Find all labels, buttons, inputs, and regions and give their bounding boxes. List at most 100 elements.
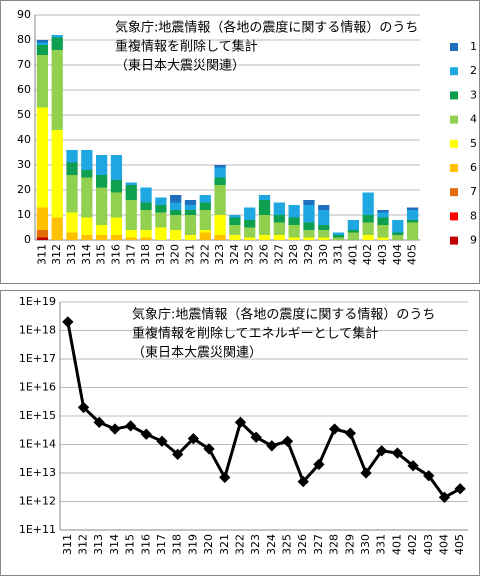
- bar-segment: [199, 232, 211, 240]
- y-tick-label: 70: [17, 58, 31, 71]
- bar-segment: [362, 215, 374, 223]
- bar-segment: [81, 235, 93, 240]
- x-tick-label: 404: [391, 244, 404, 265]
- marker: [360, 467, 372, 479]
- legend-label: 1: [470, 40, 477, 53]
- bar-segment: [318, 205, 330, 210]
- bar-segment: [81, 217, 93, 235]
- legend-swatch: [450, 91, 458, 100]
- bar-segment: [140, 237, 152, 240]
- bar-segment: [377, 210, 389, 213]
- marker: [203, 443, 215, 455]
- bar-segment: [332, 237, 345, 240]
- x-tick-label: 405: [406, 244, 419, 265]
- legend-label: 6: [470, 161, 477, 174]
- bar-segment: [377, 237, 389, 240]
- bar-segment: [184, 235, 197, 240]
- marker: [328, 423, 341, 435]
- bar-segment: [170, 215, 182, 230]
- bar-segment: [140, 230, 152, 238]
- legend-swatch: [450, 236, 458, 245]
- bar-segment: [155, 212, 167, 228]
- marker: [234, 416, 247, 428]
- bar-segment: [81, 177, 93, 218]
- bar-segment: [392, 232, 404, 235]
- marker: [187, 433, 200, 445]
- bar-segment: [110, 217, 123, 235]
- x-tick-label: 325: [281, 534, 294, 555]
- x-tick-label: 321: [183, 244, 196, 265]
- bar-segment: [184, 210, 197, 215]
- bar-segment: [214, 215, 226, 235]
- x-tick-label: 318: [171, 534, 184, 555]
- y-tick-label: 30: [17, 158, 31, 171]
- bar-segment: [273, 235, 285, 240]
- x-tick-label: 331: [375, 534, 388, 555]
- marker: [313, 458, 325, 471]
- x-tick-label: 322: [233, 534, 246, 555]
- bar-segment: [214, 165, 226, 168]
- x-tick-label: 320: [169, 244, 182, 265]
- bar-segment: [377, 225, 389, 238]
- chart-title: （東日本大震災関連）: [115, 58, 245, 74]
- bar-segment: [170, 202, 182, 210]
- x-tick-label: 324: [228, 244, 241, 265]
- x-tick-label: 315: [95, 244, 108, 265]
- chart-title: 気象庁:地震情報（各地の震度に関する情報）のうち: [132, 307, 435, 323]
- x-tick-label: 316: [139, 534, 152, 555]
- bar-segment: [288, 237, 300, 240]
- bar-segment: [184, 205, 197, 210]
- bar-segment: [362, 192, 374, 215]
- x-tick-label: 317: [155, 534, 168, 555]
- bar-segment: [318, 237, 330, 240]
- bar-segment: [229, 217, 241, 225]
- bar-segment: [155, 227, 167, 240]
- y-tick-label: 60: [17, 83, 31, 96]
- x-tick-label: 314: [108, 534, 121, 555]
- bar-segment: [258, 195, 271, 200]
- bar-segment: [199, 195, 211, 203]
- x-tick-label: 319: [186, 534, 199, 555]
- x-tick-label: 317: [124, 244, 137, 265]
- y-tick-label: 1E+18: [19, 324, 56, 337]
- marker: [250, 431, 262, 443]
- x-tick-label: 323: [249, 534, 262, 555]
- bar-segment: [244, 227, 256, 238]
- bar-segment: [258, 235, 271, 240]
- bar-segment: [303, 222, 315, 230]
- legend-label: 8: [470, 209, 477, 222]
- bar-segment: [125, 237, 137, 240]
- bar-segment: [66, 162, 78, 175]
- x-tick-label: 311: [35, 244, 48, 265]
- bar-segment: [229, 215, 241, 218]
- x-tick-label: 314: [80, 244, 93, 265]
- marker: [297, 475, 309, 488]
- panel-bottom: [0, 290, 480, 576]
- bar-segment: [244, 237, 256, 240]
- y-tick-label: 1E+11: [19, 523, 56, 536]
- legend-swatch: [450, 212, 458, 221]
- x-tick-label: 405: [453, 534, 466, 555]
- marker: [266, 440, 278, 452]
- bar-segment: [347, 220, 359, 230]
- bar-segment: [318, 210, 330, 225]
- x-tick-label: 329: [343, 534, 356, 555]
- bar-segment: [81, 150, 93, 170]
- bar-segment: [406, 220, 419, 223]
- bar-segment: [318, 230, 330, 238]
- bar-segment: [199, 230, 211, 233]
- bar-segment: [170, 195, 182, 203]
- bar-segment: [392, 220, 404, 233]
- marker: [140, 428, 152, 440]
- bar-segment: [36, 55, 49, 108]
- x-tick-label: 324: [265, 534, 278, 555]
- bar-segment: [288, 217, 300, 225]
- bar-segment: [170, 210, 182, 215]
- bar-segment: [288, 225, 300, 238]
- bar-segment: [214, 167, 226, 178]
- x-tick-label: 329: [302, 244, 315, 265]
- x-tick-label: 327: [312, 534, 325, 555]
- bar-segment: [244, 207, 256, 220]
- bar-segment: [66, 232, 78, 240]
- bar-segment: [110, 192, 123, 218]
